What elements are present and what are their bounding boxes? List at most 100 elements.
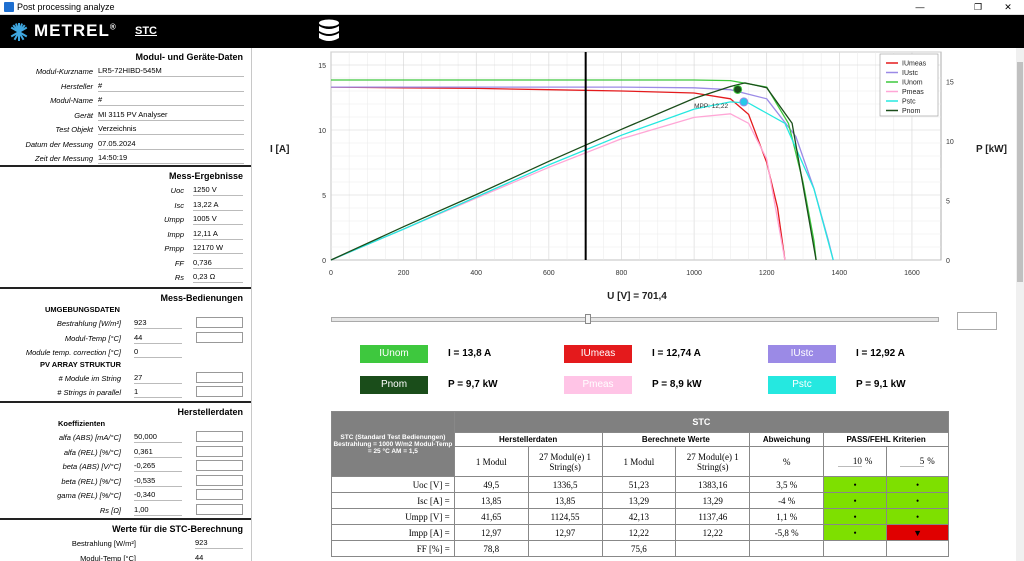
table-row: Impp [A] = 12,97 12,97 12,22 12,22 -5,8 % • ▼ bbox=[331, 524, 949, 541]
y-right-tick-label: 10 bbox=[946, 139, 954, 146]
pass-criterion-2: 5% bbox=[886, 446, 949, 477]
minimize-button[interactable]: — bbox=[915, 2, 925, 12]
legend-label-iumeas: IUmeas bbox=[902, 61, 927, 68]
table-corner-header: STC (Standard Test Bedienungen) Bestrahl… bbox=[331, 411, 455, 477]
maximize-button[interactable]: ❐ bbox=[973, 2, 983, 12]
manufacturer-data-section: Herstellerdaten Koeffizienten alfa (ABS)… bbox=[0, 403, 251, 520]
pass-fail-header: PASS/FEHL Kriterien bbox=[823, 432, 949, 447]
field-value: 0,361 bbox=[134, 447, 182, 458]
row-label: Umpp [V] = bbox=[331, 508, 455, 525]
input-box[interactable] bbox=[196, 431, 243, 442]
legend-label-iustc: IUstc bbox=[902, 70, 918, 77]
field-label: Modul-Temp [°C] bbox=[64, 333, 121, 343]
field-label: Umpp bbox=[163, 215, 184, 224]
input-box[interactable] bbox=[196, 331, 243, 343]
table-row: FF [%] = 78,8 75,6 bbox=[331, 540, 949, 557]
field-row: Rs [Ω] 1,00 bbox=[0, 503, 251, 518]
app-icon bbox=[4, 2, 14, 12]
legend-swatch-iumeas[interactable]: IUmeas bbox=[564, 345, 632, 363]
field-value: MI 3115 PV Analyser bbox=[98, 110, 244, 121]
criterion-2-input[interactable]: 5 bbox=[900, 456, 925, 467]
table-cell: 1,1 % bbox=[749, 508, 825, 525]
criterion-1-input[interactable]: 10 bbox=[837, 456, 862, 467]
y-right-axis-label: P [kW] bbox=[976, 144, 1007, 155]
legend-number: 8,9 kW bbox=[669, 379, 702, 390]
input-box[interactable] bbox=[196, 445, 243, 457]
input-box[interactable] bbox=[196, 460, 243, 471]
field-label: Hersteller bbox=[60, 81, 93, 91]
field-row: Impp 12,11 A bbox=[0, 227, 251, 242]
field-value: # bbox=[98, 81, 244, 92]
y-left-tick-label: 10 bbox=[318, 128, 326, 135]
field-value: 923 bbox=[195, 538, 243, 549]
scrollbar-thumb[interactable] bbox=[1017, 62, 1023, 282]
field-label: Bestrahlung [W/m²] bbox=[56, 319, 121, 328]
input-box[interactable] bbox=[196, 386, 243, 397]
table-cell: 13,29 bbox=[675, 492, 751, 509]
legend-eq: P bbox=[652, 379, 659, 390]
legend-swatch-iunom[interactable]: IUnom bbox=[360, 345, 428, 363]
voltage-slider-thumb[interactable] bbox=[585, 314, 591, 324]
y-left-axis-label: I [A] bbox=[270, 144, 289, 155]
input-box[interactable] bbox=[196, 317, 243, 328]
field-value: 07.05.2024 bbox=[98, 139, 244, 150]
field-value: 0,23 Ω bbox=[193, 272, 243, 283]
field-label: alfa (REL) [%/°C] bbox=[63, 447, 121, 457]
iv-pv-chart[interactable]: 0 200 400 600 800 1000 1200 1400 1600 0 5 10 15 0 5 10 1… bbox=[252, 48, 1024, 306]
table-cell: -5,8 % bbox=[749, 524, 825, 541]
y-left-tick-label: 15 bbox=[318, 63, 326, 70]
percent-label: % bbox=[927, 456, 935, 466]
equals-sign: = bbox=[450, 348, 463, 359]
vertical-scrollbar[interactable] bbox=[1016, 48, 1024, 561]
legend-swatch-pstc[interactable]: Pstc bbox=[768, 376, 836, 394]
field-value: LR5-72HIBD-545M bbox=[98, 66, 244, 77]
input-box[interactable] bbox=[196, 503, 243, 515]
field-label: # Strings in parallel bbox=[57, 388, 121, 397]
field-value: -0,265 bbox=[134, 461, 182, 472]
field-row: Datum der Messung 07.05.2024 bbox=[0, 137, 251, 152]
field-value: 50,000 bbox=[134, 432, 182, 443]
field-value: 14:50:19 bbox=[98, 153, 244, 164]
field-value: 923 bbox=[134, 318, 182, 329]
field-row: FF 0,736 bbox=[0, 256, 251, 271]
database-icon[interactable] bbox=[318, 19, 340, 45]
close-button[interactable]: ✕ bbox=[1004, 2, 1012, 12]
field-row: Bestrahlung [W/m²] 923 bbox=[0, 316, 251, 331]
field-row: gama (REL) [%/°C] -0,340 bbox=[0, 488, 251, 503]
table-cell: 1137,46 bbox=[675, 508, 751, 525]
field-label: Datum der Messung bbox=[25, 139, 93, 149]
x-tick-label: 200 bbox=[398, 270, 410, 277]
field-label: gama (REL) [%/°C] bbox=[57, 491, 121, 500]
voltage-slider[interactable] bbox=[331, 317, 939, 322]
measurement-results-section: Mess-Ergebnisse Uoc 1250 V Isc 13,22 A Umpp 1… bbox=[0, 167, 251, 289]
input-box[interactable] bbox=[196, 474, 243, 486]
legend-swatch-pmeas[interactable]: Pmeas bbox=[564, 376, 632, 394]
field-row: Zeit der Messung 14:50:19 bbox=[0, 151, 251, 166]
field-row: alfa (REL) [%/°C] 0,361 bbox=[0, 445, 251, 460]
section-title: Herstellerdaten bbox=[177, 407, 243, 417]
field-row: Module temp. correction [°C] 0 bbox=[0, 345, 251, 360]
table-cell: 78,8 bbox=[453, 540, 529, 557]
field-value: 44 bbox=[134, 333, 182, 344]
field-value: 1 bbox=[134, 387, 182, 398]
input-box[interactable] bbox=[196, 489, 243, 500]
field-value: 1,00 bbox=[134, 505, 182, 516]
slider-value-box[interactable] bbox=[957, 312, 997, 330]
legend-value: P = 9,7 kW bbox=[448, 379, 498, 390]
field-row: Bestrahlung [W/m²] 923 bbox=[0, 536, 251, 551]
field-value: 12170 W bbox=[193, 243, 243, 254]
field-row: Test Objekt Verzeichnis bbox=[0, 122, 251, 137]
input-box[interactable] bbox=[196, 371, 243, 383]
legend-swatch-pnom[interactable]: Pnom bbox=[360, 376, 428, 394]
percent-label: % bbox=[864, 456, 873, 466]
table-cell bbox=[675, 540, 751, 557]
pass-fail-cell: • bbox=[823, 476, 888, 493]
pass-fail-cell: • bbox=[886, 508, 949, 525]
row-label: Isc [A] = bbox=[331, 492, 455, 509]
legend-swatch-iustc[interactable]: IUstc bbox=[768, 345, 836, 363]
x-tick-label: 1000 bbox=[686, 270, 702, 277]
field-value: 0,736 bbox=[193, 258, 243, 269]
table-cell bbox=[749, 540, 825, 557]
series-line-pstc bbox=[330, 101, 834, 261]
stc-results-table: STC (Standard Test Bedienungen) Bestrahl… bbox=[331, 411, 950, 557]
